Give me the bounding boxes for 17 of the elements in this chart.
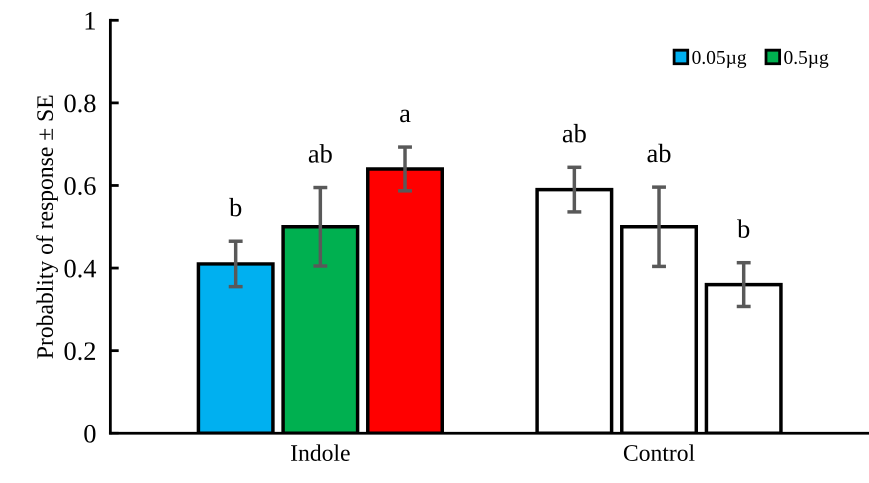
annotation: ab bbox=[562, 124, 586, 142]
legend-label: 0.05µg bbox=[692, 50, 746, 68]
annotation: ab bbox=[647, 144, 670, 162]
annotation: b bbox=[737, 219, 750, 238]
y-tick-label: 0.8 bbox=[64, 94, 96, 112]
y-axis-title: Probablity of response ± SE bbox=[36, 96, 58, 358]
annotation: ab bbox=[308, 144, 332, 163]
annotation: a bbox=[400, 110, 411, 122]
y-tick-label: 1 bbox=[86, 12, 95, 30]
annotation: b bbox=[229, 198, 242, 216]
legend-label: 0.5µg bbox=[784, 50, 828, 68]
x-tick-label: Indole bbox=[291, 444, 350, 461]
y-tick-label: 0.6 bbox=[64, 177, 96, 196]
x-tick-label: Control bbox=[624, 444, 695, 461]
y-tick-label: 0 bbox=[84, 424, 96, 443]
y-tick-label: 0.4 bbox=[64, 260, 96, 278]
y-tick-label: 0.2 bbox=[64, 342, 96, 360]
